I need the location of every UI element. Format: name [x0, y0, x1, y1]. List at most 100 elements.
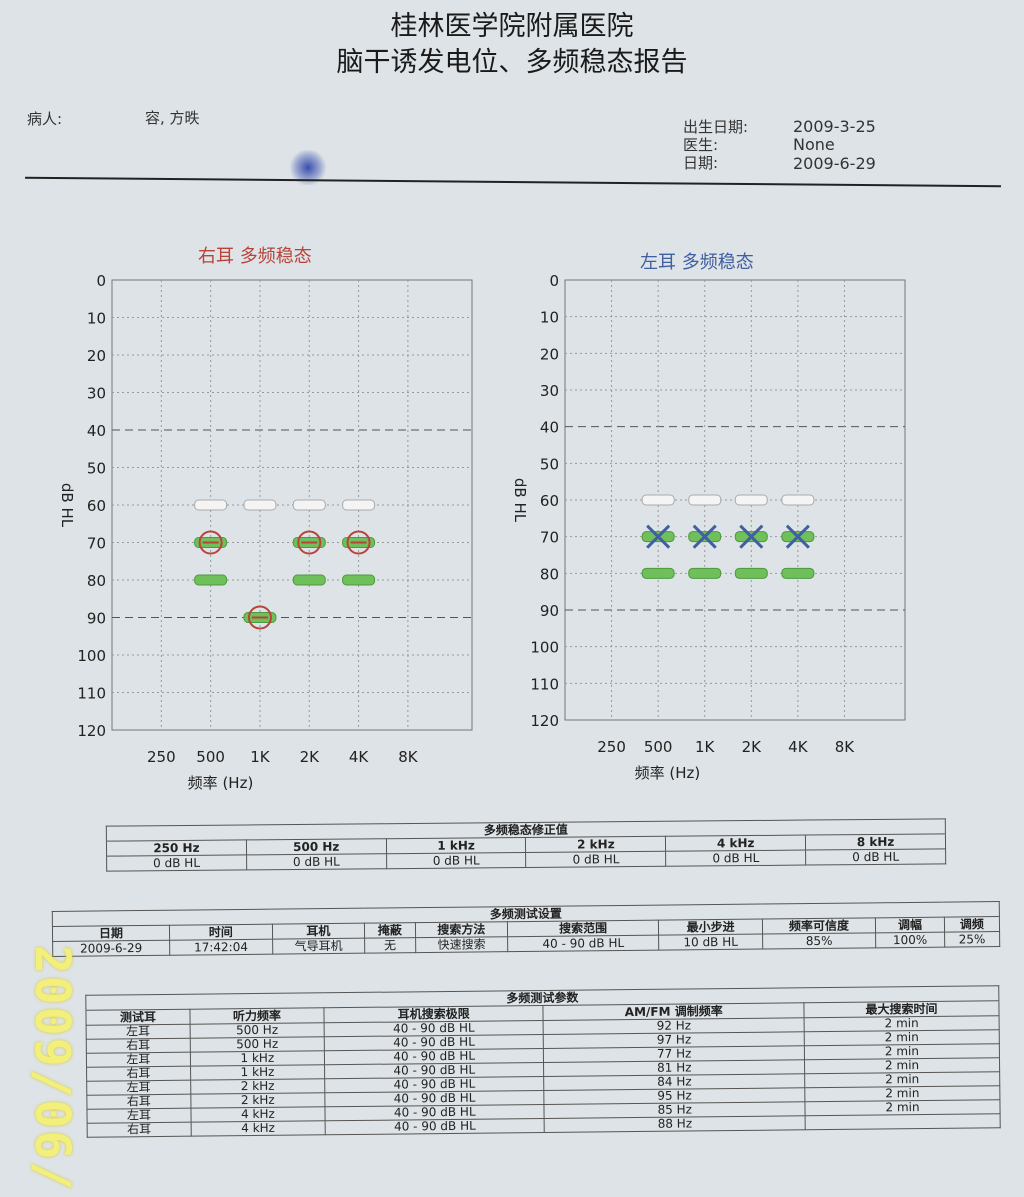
settings-value-cell: 85% [762, 933, 875, 949]
correction-value-cell: 0 dB HL [666, 850, 806, 866]
correction-value-cell: 0 dB HL [806, 849, 946, 865]
date-label: 日期: [683, 152, 718, 173]
x-tick-label: 250 [147, 748, 176, 766]
params-header-cell: 听力频率 [190, 1008, 324, 1024]
settings-value-cell: 10 dB HL [659, 934, 763, 950]
patient-label: 病人: [27, 108, 62, 129]
params-cell: 1 kHz [190, 1051, 324, 1066]
params-cell: 左耳 [86, 1052, 190, 1067]
params-cell: 右耳 [87, 1066, 191, 1081]
settings-header-cell: 搜索方法 [415, 922, 508, 938]
threshold-limit-bar [293, 500, 325, 510]
y-tick-label: 0 [96, 272, 106, 290]
params-cell: 500 Hz [190, 1023, 324, 1038]
y-tick-label: 90 [540, 602, 559, 620]
settings-value-cell: 25% [944, 932, 999, 948]
settings-value-cell: 气导耳机 [272, 938, 365, 954]
settings-header-cell: 掩蔽 [365, 923, 416, 939]
y-tick-label: 120 [530, 712, 559, 730]
right-ear-audiogram: 0102030405060708090100110120250 500 1K 2K 4K… [40, 265, 490, 795]
settings-header-cell: 日期 [52, 925, 169, 941]
correction-header-cell: 2 kHz [526, 836, 666, 852]
y-tick-label: 30 [87, 385, 106, 403]
settings-header-cell: 频率可信度 [762, 918, 875, 934]
x-axis-label: 频率 (Hz) [635, 764, 701, 782]
y-tick-label: 10 [540, 309, 559, 327]
x-tick-label: 8K [398, 748, 419, 766]
settings-header-cell: 搜索范围 [508, 920, 659, 937]
settings-value-cell: 100% [876, 932, 945, 948]
x-tick-label: 4K [788, 738, 809, 756]
response-bar [293, 575, 325, 585]
threshold-limit-bar [782, 495, 814, 505]
response-bar [343, 575, 375, 585]
y-tick-label: 20 [87, 347, 106, 365]
y-axis-label: dB HL [58, 483, 76, 528]
correction-value-cell: 0 dB HL [246, 854, 386, 870]
x-tick-label: 500 [196, 748, 225, 766]
threshold-limit-bar [244, 500, 276, 510]
settings-header-cell: 调幅 [876, 917, 945, 933]
y-tick-label: 0 [549, 272, 559, 290]
hospital-name: 桂林医学院附属医院 [0, 4, 1024, 43]
response-bar [735, 568, 767, 578]
correction-header-cell: 250 Hz [106, 840, 246, 856]
params-cell: 右耳 [87, 1094, 191, 1109]
x-tick-label: 1K [250, 748, 271, 766]
params-cell: 左耳 [87, 1080, 191, 1095]
response-bar [195, 575, 227, 585]
correction-header-cell: 8 kHz [806, 834, 946, 850]
doctor-value: None [793, 135, 835, 154]
settings-header-cell: 调频 [944, 917, 999, 933]
threshold-limit-bar [735, 495, 767, 505]
params-cell: 左耳 [87, 1108, 191, 1123]
settings-header-cell: 耳机 [272, 923, 365, 939]
response-bar [689, 568, 721, 578]
settings-header-cell: 时间 [169, 924, 272, 940]
y-tick-label: 110 [530, 675, 559, 693]
threshold-limit-bar [343, 500, 375, 510]
photo-date-stamp: 2009/06/ [30, 945, 80, 1197]
y-tick-label: 70 [87, 535, 106, 553]
settings-value-cell: 无 [365, 938, 416, 954]
header-rule [25, 177, 1001, 188]
settings-header-cell: 最小步进 [659, 919, 763, 935]
threshold-limit-bar [642, 495, 674, 505]
params-cell: 4 kHz [191, 1107, 325, 1122]
y-tick-label: 100 [77, 647, 106, 665]
params-cell: 2 kHz [191, 1093, 325, 1108]
correction-header-cell: 4 kHz [666, 835, 806, 851]
y-tick-label: 110 [77, 685, 106, 703]
date-value: 2009-6-29 [793, 154, 876, 173]
x-axis-label: 频率 (Hz) [188, 774, 254, 792]
y-tick-label: 60 [87, 497, 106, 515]
params-cell: 88 Hz [545, 1116, 806, 1133]
x-tick-label: 500 [644, 738, 673, 756]
y-tick-label: 10 [87, 310, 106, 328]
x-tick-label: 4K [349, 748, 370, 766]
params-table: 多频测试参数 测试耳 听力频率 耳机搜索极限 AM/FM 调制频率 最大搜索时间 左耳 5… [85, 985, 1000, 1138]
y-tick-label: 30 [540, 382, 559, 400]
y-tick-label: 80 [540, 565, 559, 583]
y-tick-label: 60 [540, 492, 559, 510]
y-axis-label: dB HL [511, 478, 529, 523]
response-bar [642, 568, 674, 578]
params-cell: 40 - 90 dB HL [325, 1118, 545, 1134]
params-cell: 右耳 [86, 1038, 190, 1053]
y-tick-label: 40 [87, 422, 106, 440]
settings-value-cell: 17:42:04 [170, 939, 273, 955]
left-ear-audiogram: 0102030405060708090100110120250 500 1K 2K 4K… [490, 265, 920, 795]
params-cell: 4 kHz [191, 1121, 325, 1136]
y-tick-label: 40 [540, 419, 559, 437]
correction-value-cell: 0 dB HL [526, 851, 666, 867]
y-tick-label: 100 [530, 639, 559, 657]
threshold-limit-bar [195, 500, 227, 510]
settings-value-cell: 快速搜索 [415, 937, 508, 953]
y-tick-label: 90 [87, 610, 106, 628]
x-tick-label: 2K [742, 738, 763, 756]
threshold-limit-bar [689, 495, 721, 505]
params-cell: 500 Hz [190, 1037, 324, 1052]
y-tick-label: 120 [77, 722, 106, 740]
params-cell: 1 kHz [190, 1065, 324, 1080]
correction-value-cell: 0 dB HL [107, 855, 247, 871]
